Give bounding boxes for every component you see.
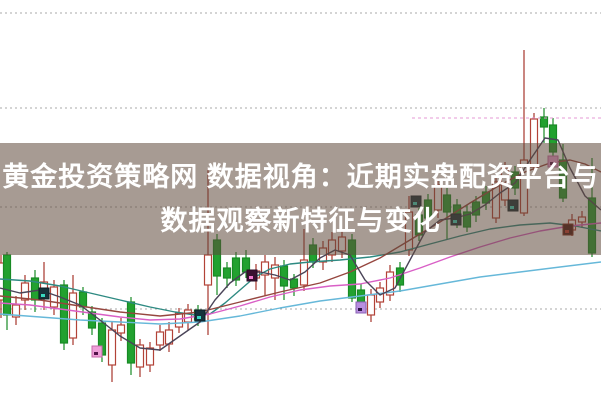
candle-up bbox=[203, 254, 213, 286]
candle-up bbox=[49, 286, 59, 308]
candle-up bbox=[11, 304, 21, 318]
candle-up bbox=[68, 292, 78, 339]
signal-marker-dark bbox=[194, 309, 206, 322]
banner-line-1: 黄金投资策略网 数据视角：近期实盘配资平台与 bbox=[2, 162, 599, 192]
candle-up bbox=[155, 331, 165, 346]
watermark-banner: 黄金投资策略网 数据视角：近期实盘配资平台与 数据观察新特征与变化 bbox=[0, 143, 601, 255]
signal-marker-accent bbox=[358, 308, 362, 311]
candle-down bbox=[2, 254, 12, 316]
candle-up bbox=[116, 324, 126, 334]
candle-up bbox=[260, 261, 270, 276]
candle-up bbox=[366, 294, 376, 316]
candle-up bbox=[270, 264, 280, 279]
signal-marker-accent bbox=[41, 294, 45, 297]
candle-up bbox=[183, 309, 193, 323]
candle-down bbox=[222, 267, 232, 279]
candle-up bbox=[385, 271, 395, 296]
signal-marker-pink bbox=[91, 345, 103, 358]
ma-line-ma-sky bbox=[0, 261, 601, 325]
candle-down bbox=[231, 257, 241, 281]
signal-marker-violet bbox=[355, 301, 367, 314]
candle-up bbox=[107, 329, 117, 366]
candle-up bbox=[135, 344, 145, 368]
banner-line-2: 数据观察新特征与变化 bbox=[160, 206, 441, 236]
signal-marker-dark bbox=[38, 287, 50, 300]
candle-down bbox=[289, 278, 299, 289]
candle-up bbox=[174, 312, 184, 328]
signal-marker-accent bbox=[249, 276, 253, 279]
candle-down bbox=[539, 116, 549, 128]
candle-down bbox=[59, 284, 69, 344]
signal-marker-darkpink bbox=[246, 269, 258, 282]
signal-marker-accent bbox=[94, 352, 98, 355]
candle-up bbox=[145, 347, 155, 366]
candle-down bbox=[279, 265, 289, 287]
candle-down bbox=[126, 301, 136, 364]
signal-marker-accent bbox=[197, 316, 201, 319]
